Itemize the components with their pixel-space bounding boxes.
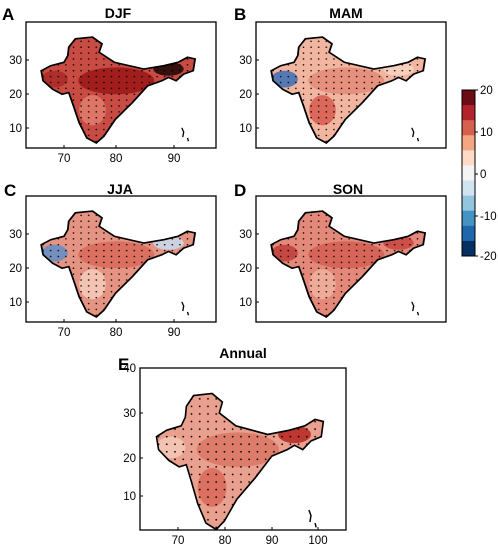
colorbar-swatch [462,120,475,136]
x-tick-label: 70 [58,327,71,339]
y-tick-label: 10 [9,297,22,309]
island-marks [181,301,190,316]
colorbar-swatch [462,90,475,106]
panel-letter: B [234,5,246,24]
colorbar-tick-label: -20 [480,251,497,263]
y-tick-label: 10 [239,123,252,135]
panel-title: SON [333,181,363,197]
x-tick-label: 70 [58,153,71,165]
map-panel-a: A DJF 70 80 90 30 20 10 [2,5,217,165]
x-tick-label: 80 [219,535,232,546]
colorbar-swatch [462,105,475,121]
panel-title: JJA [107,181,133,197]
colorbar-swatch [462,150,475,166]
y-tick-label: 20 [9,89,22,101]
x-tick-label: 80 [110,153,123,165]
x-tick-label: 90 [168,153,181,165]
map-frame [255,195,447,323]
y-tick-label: 20 [239,89,252,101]
map-panel-e: E Annual 70 80 90 100 40 30 20 10 [118,345,347,546]
colorbar-tick-label: 0 [480,169,486,181]
y-tick-label: 20 [123,453,136,465]
y-tick-label: 30 [239,229,252,241]
colorbar-swatch [462,165,475,182]
y-tick-label: 20 [239,263,252,275]
colorbar-swatch [462,195,475,212]
panel-title: DJF [105,5,132,21]
island-marks [411,301,420,316]
colorbar-frame [461,89,476,257]
panel-title: MAM [329,5,362,21]
y-tick-label: 40 [123,363,136,375]
panel-letter: E [118,355,129,374]
map-frame [25,195,217,323]
island-marks [308,509,317,528]
y-tick-label: 20 [9,263,22,275]
panel-letter: D [234,181,246,200]
y-tick-label: 30 [9,55,22,67]
colorbar-swatch [462,180,475,197]
map-panel-b: BMAM708090302010 [234,5,447,149]
island-marks [181,127,190,142]
map-frame [25,21,217,149]
panel-title: Annual [219,345,266,361]
x-tick-label: 90 [168,327,181,339]
colorbar-tick-label: 20 [480,85,493,97]
colorbar: 20 10 0 -10 -20 [461,85,497,263]
island-marks [411,127,420,142]
colorbar-swatch [462,225,475,242]
colorbar-swatch [462,240,475,257]
y-tick-label: 10 [239,297,252,309]
colorbar-swatch [462,135,475,151]
y-tick-label: 30 [9,229,22,241]
map-panel-c: C JJA 70 80 90 30 20 10 [4,181,217,339]
panel-letter: C [4,181,16,200]
x-tick-label: 80 [110,327,123,339]
y-tick-label: 10 [123,491,136,503]
panel-letter: A [2,5,14,24]
y-tick-label: 10 [9,123,22,135]
x-tick-label: 90 [266,535,279,546]
colorbar-tick-label: 10 [480,127,493,139]
x-tick-label: 70 [172,535,185,546]
colorbar-tick-label: -10 [480,211,497,223]
map-panel-d: DSON708090302010 [234,181,447,323]
y-tick-label: 30 [123,408,136,420]
map-frame [139,367,347,531]
colorbar-swatch [462,210,475,227]
y-tick-label: 30 [239,55,252,67]
x-tick-label: 100 [308,535,327,546]
map-frame [255,21,447,149]
